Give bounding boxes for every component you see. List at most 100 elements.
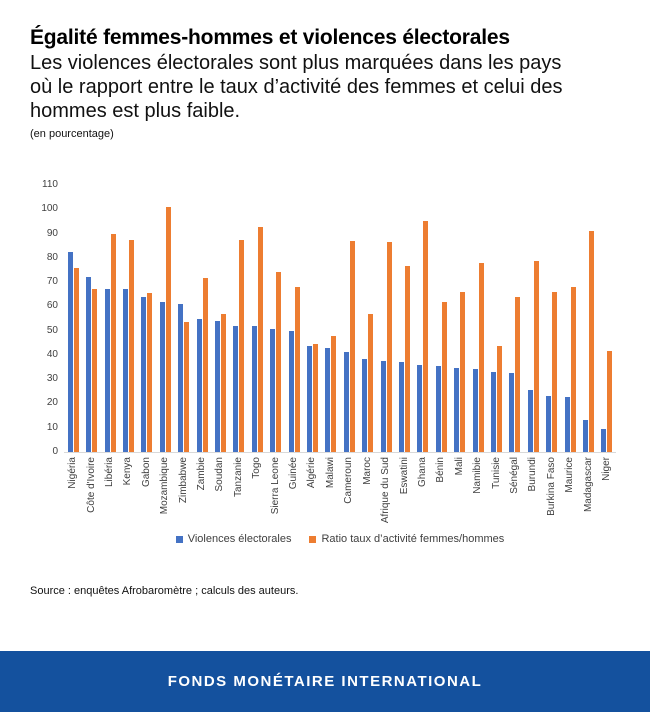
bar-group	[285, 185, 303, 452]
bar-violences	[454, 368, 460, 452]
unit-note: (en pourcentage)	[30, 128, 114, 140]
x-axis-label-cell: Sénégal	[506, 453, 524, 523]
bar-group	[432, 185, 450, 452]
bar-group	[469, 185, 487, 452]
y-axis-tick-label: 80	[46, 251, 58, 263]
x-axis-label-cell: Mozambique	[156, 453, 174, 523]
y-axis-tick-label: 30	[46, 373, 58, 385]
x-axis-label-cell: Zambie	[193, 453, 211, 523]
x-axis-label-cell: Zimbabwe	[174, 453, 192, 523]
bar-violences	[178, 303, 184, 452]
x-axis-label: Eswatini	[398, 457, 410, 495]
x-axis-label-cell: Nigéria	[64, 453, 82, 523]
bar-violences	[214, 320, 220, 452]
x-axis-label: Malawi	[324, 457, 336, 489]
bar-group	[598, 185, 616, 452]
bar-group	[230, 185, 248, 452]
bar-violences	[583, 420, 589, 452]
bar-violences	[196, 318, 202, 452]
y-axis-tick-label: 110	[42, 179, 58, 190]
y-axis-tick-label: 50	[46, 324, 58, 336]
x-axis-label-cell: Madagascar	[579, 453, 597, 523]
x-axis-label: Burundi	[527, 457, 539, 492]
x-axis-label-cell: Burundi	[524, 453, 542, 523]
bar-group	[82, 185, 100, 452]
bar-violences	[270, 329, 276, 452]
bar-violences	[86, 277, 92, 452]
bar-chart: 0 10 20 30 40 50 60 70 80 90 100 110 Nigéria Côte d'…	[30, 180, 616, 546]
x-axis-label: Nigéria	[67, 457, 79, 489]
x-axis-label-cell: Afrique du Sud	[377, 453, 395, 523]
x-axis-label-cell: Malawi	[322, 453, 340, 523]
bar-group	[64, 185, 82, 452]
bar-ratio	[312, 344, 318, 452]
legend-swatch-violences	[175, 535, 183, 543]
footer-band: FONDS MONÉTAIRE INTERNATIONAL	[0, 651, 650, 712]
bar-group	[451, 185, 469, 452]
bar-group	[211, 185, 229, 452]
bar-violences	[159, 301, 165, 452]
x-axis-label: Maroc	[361, 457, 373, 485]
bar-group	[487, 185, 505, 452]
x-axis-label-cell: Ghana	[414, 453, 432, 523]
bar-violences	[67, 251, 73, 452]
bar-group	[303, 185, 321, 452]
bar-ratio	[607, 351, 613, 452]
x-axis-label: Algérie	[306, 457, 318, 489]
bar-violences	[399, 362, 405, 452]
bar-ratio	[147, 293, 153, 452]
bar-group	[340, 185, 358, 452]
bar-group	[156, 185, 174, 452]
bar-group	[506, 185, 524, 452]
y-axis: 0 10 20 30 40 50 60 70 80 90 100 110	[30, 180, 64, 457]
legend-item: Violences électorales	[175, 533, 291, 545]
bar-violences	[380, 360, 386, 452]
x-axis-label-cell: Soudan	[211, 453, 229, 523]
x-axis-label: Mozambique	[159, 457, 171, 515]
x-axis-label-cell: Tanzanie	[230, 453, 248, 523]
x-axis-labels: Nigéria Côte d'Ivoire Libéria Kenya Gabon Moz…	[64, 453, 616, 523]
bar-ratio	[478, 262, 484, 452]
bar-ratio	[220, 313, 226, 452]
bar-group	[266, 185, 284, 452]
bar-violences	[546, 396, 552, 452]
figure-title: Égalité femmes-hommes et violences élect…	[30, 26, 510, 49]
subtitle-line-1: Les violences électorales sont plus marq…	[30, 52, 562, 74]
bar-group	[543, 185, 561, 452]
bar-group	[414, 185, 432, 452]
x-axis-label-cell: Eswatini	[395, 453, 413, 523]
bar-violences	[343, 352, 349, 452]
x-axis-label: Kenya	[122, 457, 134, 486]
bar-violences	[141, 296, 147, 452]
x-axis-label: Tunisie	[490, 457, 502, 489]
x-axis-label: Ghana	[416, 457, 428, 488]
bar-ratio	[128, 239, 134, 452]
x-axis-label-cell: Libéria	[101, 453, 119, 523]
x-axis-label: Gabon	[140, 457, 152, 488]
bar-ratio	[276, 272, 282, 452]
x-axis-label-cell: Namibie	[469, 453, 487, 523]
legend-label: Ratio taux d’activité femmes/hommes	[321, 533, 505, 546]
bar-ratio	[73, 267, 79, 452]
bar-violences	[491, 371, 497, 452]
bar-ratio	[184, 322, 190, 452]
bar-ratio	[552, 291, 558, 452]
bar-violences	[362, 358, 368, 452]
x-axis-label-cell: Algérie	[303, 453, 321, 523]
bar-group	[561, 185, 579, 452]
bar-group	[193, 185, 211, 452]
x-axis-label: Soudan	[214, 457, 226, 492]
x-axis-label: Guinée	[288, 457, 300, 490]
x-axis-label-cell: Niger	[598, 453, 616, 523]
bar-violences	[601, 428, 607, 452]
bar-ratio	[515, 296, 521, 452]
x-axis-label-cell: Togo	[248, 453, 266, 523]
bar-ratio	[423, 221, 429, 452]
x-axis-label: Bénin	[435, 457, 447, 483]
x-axis-label: Zambie	[196, 457, 208, 491]
bar-violences	[122, 289, 128, 452]
x-axis-label-cell: Mali	[451, 453, 469, 523]
figure-subtitle: Les violences électorales sont plus marq…	[30, 51, 622, 123]
x-axis-label-cell: Cameroun	[340, 453, 358, 523]
